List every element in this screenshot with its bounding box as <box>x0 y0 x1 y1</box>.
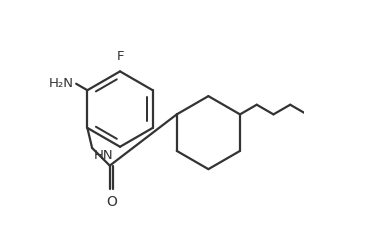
Text: F: F <box>116 50 124 63</box>
Text: H₂N: H₂N <box>49 77 74 90</box>
Text: O: O <box>106 195 117 209</box>
Text: HN: HN <box>93 149 113 162</box>
